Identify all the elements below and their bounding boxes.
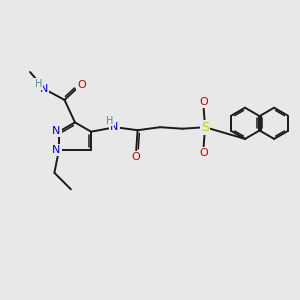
Text: H: H [35,79,42,89]
Text: N: N [40,84,49,94]
Text: O: O [131,152,140,162]
Text: O: O [199,97,208,107]
Text: N: N [52,145,61,155]
Text: O: O [77,80,86,90]
Text: O: O [199,148,208,158]
Text: N: N [52,126,61,136]
Text: H: H [106,116,113,126]
Text: S: S [201,121,209,134]
Text: N: N [110,122,119,132]
